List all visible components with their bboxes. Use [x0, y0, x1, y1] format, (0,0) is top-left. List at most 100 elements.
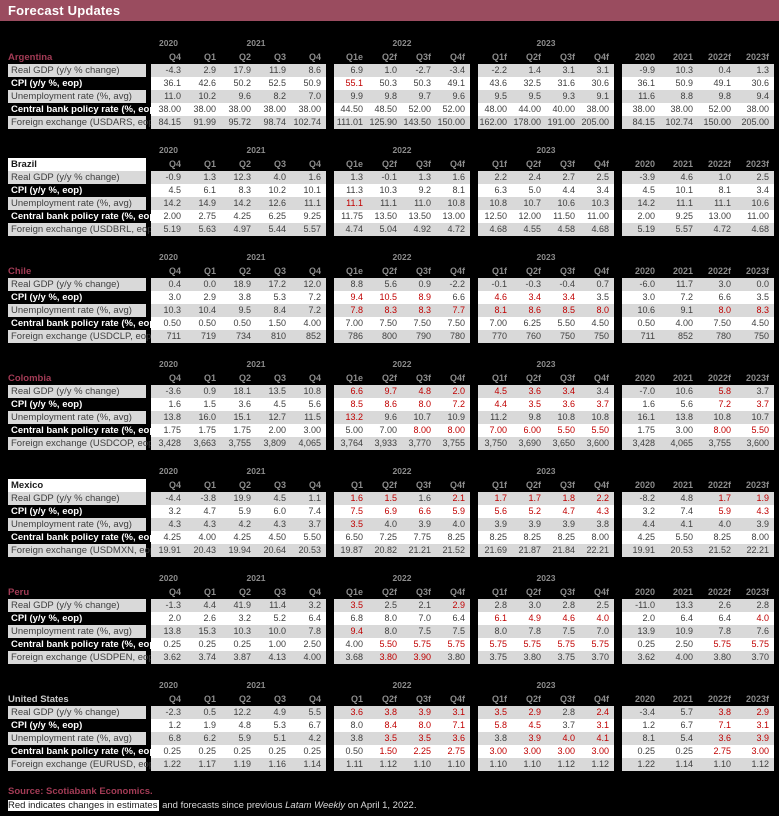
value-cell: 4.25: [637, 532, 655, 542]
value-group: -0.9 1.3 12.3 4.0 1.6: [151, 171, 326, 184]
value-group: 21.69 21.87 21.84 22.21: [478, 544, 614, 557]
value-cell: 3.8: [350, 733, 363, 743]
value-cell: -11.0: [635, 600, 655, 610]
value-cell: 0.25: [198, 746, 216, 756]
value-cell: 8.0: [718, 305, 731, 315]
value-cell: 8.3: [384, 305, 397, 315]
value-cell: 3.90: [413, 652, 431, 662]
value-cell: 1.7: [494, 493, 507, 503]
value-cell: 16.1: [637, 412, 655, 422]
value-cell: 7.0: [596, 626, 609, 636]
value-group: 1.75 1.75 1.75 2.00 3.00: [151, 424, 326, 437]
value-cell: 7.8: [308, 626, 321, 636]
value-cell: 7.00: [345, 318, 363, 328]
row-label: Central bank policy rate (%, eop): [8, 210, 158, 223]
value-cell: 3,755: [708, 438, 731, 448]
value-cell: 10.9: [447, 412, 465, 422]
value-cell: 1.11: [346, 759, 363, 769]
value-group: 4.68 4.55 4.58 4.68: [478, 223, 614, 236]
value-cell: 15.1: [233, 412, 251, 422]
value-group: 0.25 2.50 5.75 5.75: [622, 638, 774, 651]
quarter-header: Q1: [350, 479, 363, 490]
row-label: CPI (y/y %, eop): [8, 719, 146, 732]
value-group: 9.9 9.8 9.7 9.6: [334, 90, 470, 103]
country-label: Brazil: [8, 157, 146, 171]
value-cell: 5.44: [268, 224, 286, 234]
value-cell: 1.1: [308, 493, 321, 503]
value-cell: 36.1: [637, 78, 655, 88]
value-group: 1.10 1.10 1.12 1.12: [478, 758, 614, 771]
value-cell: 15.3: [198, 626, 216, 636]
country-block: 2020 2021 2022 2023 Mexico Q4 Q1 Q2 Q3 Q4 Q1 Q2f Q3f…: [8, 465, 775, 557]
table-row: CPI (y/y %, eop) 36.1 42.6 50.2 52.5 50.9 55.1…: [8, 77, 775, 90]
value-cell: 20.82: [374, 545, 397, 555]
value-cell: 3,764: [340, 438, 363, 448]
value-cell: 5.19: [163, 224, 181, 234]
quarter-header-group: Q1f Q2f Q3f Q4f: [478, 693, 614, 706]
value-cell: 1.16: [268, 759, 286, 769]
value-cell: 1.5: [384, 493, 397, 503]
quarter-header-group: Q1e Q2f Q3f Q4f: [334, 586, 470, 599]
value-cell: 52.00: [442, 104, 465, 114]
value-cell: 3.6: [238, 399, 251, 409]
value-cell: 0.50: [233, 318, 251, 328]
value-cell: 1.3: [350, 172, 363, 182]
value-cell: 1.10: [489, 759, 507, 769]
value-cell: 1.22: [163, 759, 181, 769]
value-cell: 3,770: [408, 438, 431, 448]
value-group: 4.3 4.3 4.2 4.3 3.7: [151, 518, 326, 531]
value-group: 38.00 38.00 38.00 38.00 38.00: [151, 103, 326, 116]
value-cell: 10.9: [675, 626, 693, 636]
value-cell: 9.4: [350, 626, 363, 636]
value-cell: 3.80: [379, 652, 397, 662]
value-group: -0.1 -0.3 -0.4 0.7: [478, 278, 614, 291]
value-cell: 1.0: [384, 65, 397, 75]
row-label: CPI (y/y %, eop): [8, 184, 146, 197]
value-group: 3.62 4.00 3.80 3.70: [622, 651, 774, 664]
table-row: Central bank policy rate (%, eop) 38.00 38…: [8, 103, 775, 116]
value-cell: 3.4: [562, 292, 575, 302]
value-cell: 8.0: [384, 613, 397, 623]
value-cell: 14.9: [198, 198, 216, 208]
value-cell: 4.72: [713, 224, 731, 234]
value-cell: 9.6: [452, 91, 465, 101]
table-row: Real GDP (y/y % change) -1.3 4.4 41.9 11.4 3.…: [8, 599, 775, 612]
row-label: Real GDP (y/y % change): [8, 385, 146, 398]
quarter-header: Q4: [308, 372, 321, 383]
value-group: 0.50 1.50 2.25 2.75: [334, 745, 470, 758]
value-group: 14.2 11.1 11.1 10.6: [622, 197, 774, 210]
value-cell: 3.8: [494, 733, 507, 743]
value-group: 1.22 1.14 1.10 1.12: [622, 758, 774, 771]
value-cell: 10.2: [268, 185, 286, 195]
value-cell: 6.7: [680, 720, 693, 730]
value-cell: 3.00: [523, 746, 541, 756]
value-cell: 9.5: [528, 91, 541, 101]
value-cell: 4.4: [494, 399, 507, 409]
value-cell: 18.9: [233, 279, 251, 289]
value-group: 8.5 8.6 8.0 7.2: [334, 398, 470, 411]
value-cell: 5.75: [751, 639, 769, 649]
value-cell: 11.1: [304, 198, 321, 208]
quarter-header-group: Q1f Q2f Q3f Q4f: [478, 586, 614, 599]
quarter-header: Q2: [238, 479, 251, 490]
value-cell: 12.0: [303, 279, 321, 289]
value-cell: 4.3: [596, 506, 609, 516]
value-group: 2.0 2.6 3.2 5.2 6.4: [151, 612, 326, 625]
value-cell: 5.75: [523, 639, 541, 649]
value-cell: 0.25: [163, 746, 181, 756]
value-cell: 4.5: [273, 493, 286, 503]
value-cell: 1.12: [557, 759, 575, 769]
quarter-header-group: Q4 Q1 Q2 Q3 Q4: [151, 586, 326, 599]
value-cell: 38.00: [746, 104, 769, 114]
quarter-header: 2023f: [745, 265, 769, 276]
value-group: 4.25 5.50 8.25 8.00: [622, 531, 774, 544]
row-label: Real GDP (y/y % change): [8, 599, 146, 612]
quarter-header-group: Q4 Q1 Q2 Q3 Q4: [151, 693, 326, 706]
row-label: Foreign exchange (EURUSD, eop): [8, 758, 157, 771]
value-cell: 11.75: [341, 211, 363, 221]
quarter-header: 2020: [634, 158, 655, 169]
value-cell: 6.8: [168, 733, 181, 743]
quarter-header: Q1f: [491, 51, 507, 62]
value-cell: 1.19: [233, 759, 251, 769]
quarter-header: Q3f: [415, 586, 431, 597]
